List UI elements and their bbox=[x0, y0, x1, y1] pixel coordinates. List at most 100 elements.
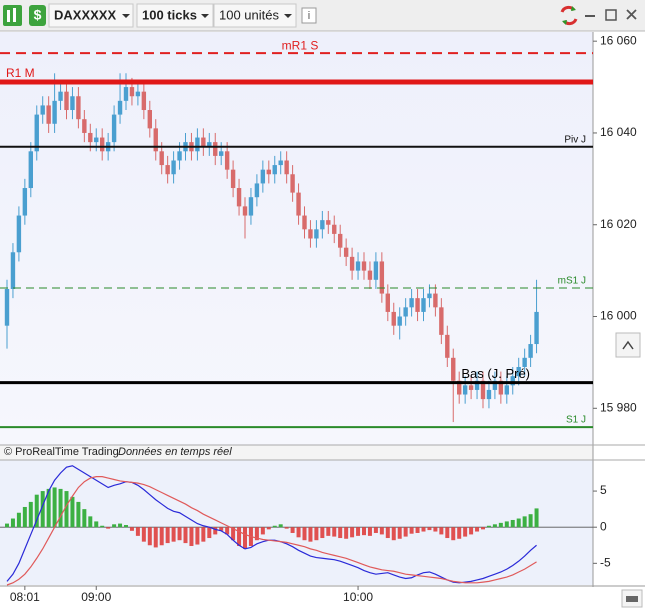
scroll-button[interactable] bbox=[615, 332, 641, 358]
units: 100 unités bbox=[219, 7, 279, 22]
histogram-bar bbox=[272, 525, 277, 528]
histogram-bar bbox=[385, 527, 390, 539]
candle-body bbox=[141, 91, 147, 111]
y-tick-label: 16 020 bbox=[600, 217, 637, 231]
candle-body bbox=[219, 151, 224, 156]
candle-body bbox=[34, 114, 39, 152]
histogram-bar bbox=[522, 516, 527, 528]
x-tick-label: 08:01 bbox=[10, 590, 40, 604]
histogram-bar bbox=[350, 527, 355, 538]
candle-body bbox=[278, 160, 283, 166]
info-button[interactable] bbox=[301, 7, 317, 24]
candle-body bbox=[433, 293, 438, 308]
histogram-bar bbox=[391, 527, 396, 541]
candle-body bbox=[64, 91, 69, 111]
candle-body bbox=[135, 91, 141, 97]
candle-body bbox=[70, 96, 75, 111]
candle-body bbox=[195, 137, 200, 152]
histogram-bar bbox=[290, 527, 295, 533]
histogram-bar bbox=[451, 527, 456, 541]
histogram-bar bbox=[76, 501, 81, 528]
histogram-bar bbox=[165, 527, 170, 544]
level-label: Bas (J. Pré) bbox=[461, 366, 530, 381]
candle-body bbox=[46, 105, 51, 124]
histogram-bar bbox=[94, 521, 99, 528]
histogram-bar bbox=[195, 527, 200, 545]
candle-body bbox=[439, 307, 444, 335]
histogram-bar bbox=[492, 524, 497, 528]
candle-body bbox=[165, 165, 170, 175]
instrument-select[interactable] bbox=[48, 3, 134, 28]
candle-body bbox=[451, 357, 456, 381]
histogram-bar bbox=[433, 527, 438, 532]
units-select[interactable] bbox=[213, 3, 297, 28]
histogram-bar bbox=[40, 491, 45, 528]
level-label: S1 J bbox=[566, 415, 586, 426]
x-tick-label: 10:00 bbox=[343, 590, 373, 604]
data-status: Données en temps réel bbox=[118, 446, 232, 458]
candle-body bbox=[468, 385, 474, 390]
histogram-bar bbox=[171, 527, 176, 542]
histogram-bar bbox=[16, 512, 21, 528]
interval-select[interactable] bbox=[136, 3, 214, 28]
candle-body bbox=[230, 169, 236, 189]
candle-body bbox=[94, 137, 99, 143]
histogram-bar bbox=[231, 527, 236, 541]
histogram-bar bbox=[308, 527, 313, 542]
histogram-bar bbox=[320, 527, 325, 539]
histogram-bar bbox=[260, 527, 265, 535]
candle-body bbox=[403, 307, 408, 317]
panel-separator bbox=[0, 445, 593, 460]
histogram-bar bbox=[243, 527, 247, 549]
candle-body bbox=[480, 380, 486, 400]
candle-body bbox=[284, 160, 289, 175]
histogram-bar bbox=[344, 527, 349, 539]
histogram-bar bbox=[213, 527, 218, 535]
candle-body bbox=[272, 165, 277, 175]
histogram-bar bbox=[177, 527, 182, 541]
candle-body bbox=[385, 293, 390, 312]
histogram-bar bbox=[379, 527, 384, 535]
histogram-bar bbox=[373, 527, 378, 533]
candle-body bbox=[117, 100, 123, 115]
candle-body bbox=[445, 334, 450, 358]
y-tick-label: 15 980 bbox=[600, 400, 637, 414]
candle-body bbox=[308, 229, 313, 239]
scroll-arrow bbox=[622, 340, 634, 350]
candle-body bbox=[224, 151, 230, 170]
histogram-bar bbox=[510, 519, 515, 528]
candle-body bbox=[207, 142, 212, 147]
histogram-bar bbox=[147, 527, 152, 546]
histogram-bar bbox=[475, 527, 480, 532]
candle-body bbox=[290, 174, 295, 193]
dollar-icon[interactable] bbox=[29, 5, 46, 26]
y-tick-label: -5 bbox=[600, 555, 611, 569]
candle-body bbox=[421, 298, 426, 312]
bars-icon[interactable] bbox=[3, 5, 22, 26]
histogram-bar bbox=[397, 527, 402, 539]
candle-body bbox=[296, 192, 301, 216]
maximize-button[interactable] bbox=[605, 9, 617, 21]
candle-body bbox=[367, 270, 373, 280]
candle-body bbox=[16, 215, 22, 253]
copyright: © ProRealTime Trading bbox=[4, 446, 119, 458]
close-button[interactable] bbox=[626, 9, 637, 20]
instrument: DAXXXXX bbox=[54, 7, 116, 22]
minimize-button[interactable] bbox=[585, 15, 595, 17]
histogram-bar bbox=[219, 527, 224, 531]
candle-body bbox=[355, 261, 361, 271]
histogram-bar bbox=[296, 527, 301, 538]
candle-body bbox=[213, 142, 218, 156]
histogram-bar bbox=[46, 488, 51, 528]
bars-icon-glyph bbox=[13, 8, 16, 22]
histogram-bar bbox=[207, 527, 212, 539]
histogram-bar bbox=[278, 524, 283, 528]
candle-body bbox=[332, 224, 337, 234]
histogram-bar bbox=[10, 518, 15, 528]
candle-body bbox=[10, 252, 16, 289]
info-glyph: i bbox=[308, 10, 310, 22]
histogram-bar bbox=[439, 527, 444, 535]
candle-body bbox=[409, 298, 414, 308]
histogram-bar bbox=[5, 523, 9, 528]
